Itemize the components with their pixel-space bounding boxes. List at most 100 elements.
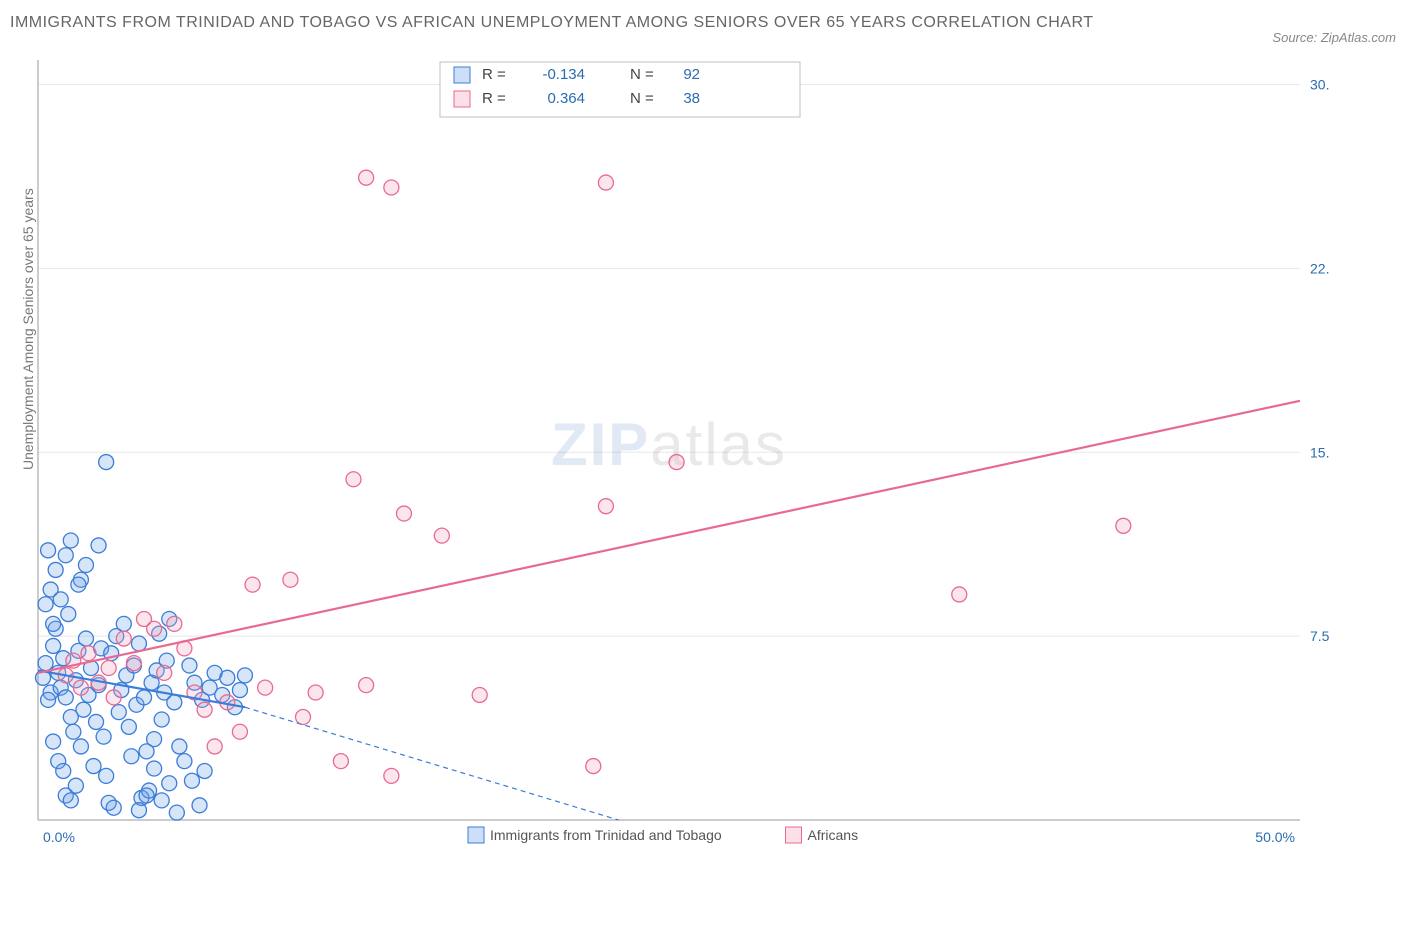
- stats-n-value: 38: [683, 90, 700, 107]
- data-point: [154, 793, 169, 808]
- data-point: [126, 656, 141, 671]
- stats-n-value: 92: [683, 66, 700, 83]
- data-point: [258, 680, 273, 695]
- data-point: [131, 803, 146, 818]
- source-attribution: Source: ZipAtlas.com: [1272, 10, 1396, 45]
- data-point: [237, 668, 252, 683]
- data-point: [56, 763, 71, 778]
- data-point: [38, 656, 53, 671]
- data-point: [396, 506, 411, 521]
- data-point: [1116, 518, 1131, 533]
- scatter-chart-svg: 7.5%15.0%22.5%30.0%ZIPatlas0.0%50.0%R =-…: [10, 50, 1330, 890]
- data-point: [106, 690, 121, 705]
- data-point: [46, 616, 61, 631]
- data-point: [184, 773, 199, 788]
- trend-line-dashed: [245, 707, 619, 820]
- data-point: [41, 543, 56, 558]
- stats-r-label: R =: [482, 90, 506, 107]
- data-point: [586, 759, 601, 774]
- data-point: [192, 798, 207, 813]
- data-point: [147, 761, 162, 776]
- data-point: [162, 776, 177, 791]
- data-point: [598, 499, 613, 514]
- data-point: [333, 754, 348, 769]
- data-point: [167, 695, 182, 710]
- data-point: [46, 734, 61, 749]
- watermark: ZIPatlas: [551, 411, 787, 478]
- data-point: [434, 528, 449, 543]
- legend-label: Immigrants from Trinidad and Tobago: [490, 827, 722, 843]
- data-point: [220, 670, 235, 685]
- data-point: [169, 805, 184, 820]
- data-point: [41, 692, 56, 707]
- data-point: [283, 572, 298, 587]
- data-point: [472, 687, 487, 702]
- data-point: [207, 739, 222, 754]
- data-point: [157, 665, 172, 680]
- y-axis-label: Unemployment Among Seniors over 65 years: [20, 188, 36, 470]
- data-point: [384, 180, 399, 195]
- stats-r-label: R =: [482, 66, 506, 83]
- data-point: [116, 631, 131, 646]
- data-point: [598, 175, 613, 190]
- data-point: [101, 661, 116, 676]
- data-point: [63, 793, 78, 808]
- data-point: [86, 759, 101, 774]
- legend-swatch: [454, 67, 470, 83]
- header: IMMIGRANTS FROM TRINIDAD AND TOBAGO VS A…: [10, 10, 1396, 45]
- source-label: Source:: [1272, 30, 1317, 45]
- data-point: [46, 638, 61, 653]
- data-point: [78, 631, 93, 646]
- data-point: [197, 702, 212, 717]
- stats-r-value: 0.364: [547, 90, 585, 107]
- data-point: [197, 763, 212, 778]
- data-point: [296, 710, 311, 725]
- data-point: [137, 690, 152, 705]
- data-point: [61, 607, 76, 622]
- data-point: [73, 680, 88, 695]
- data-point: [38, 597, 53, 612]
- data-point: [58, 548, 73, 563]
- legend-swatch: [454, 91, 470, 107]
- data-point: [99, 768, 114, 783]
- data-point: [106, 800, 121, 815]
- data-point: [232, 683, 247, 698]
- data-point: [182, 658, 197, 673]
- data-point: [952, 587, 967, 602]
- legend-label: Africans: [808, 827, 859, 843]
- source-name: ZipAtlas.com: [1321, 30, 1396, 45]
- y-tick-label: 15.0%: [1310, 444, 1330, 460]
- data-point: [63, 533, 78, 548]
- data-point: [91, 538, 106, 553]
- y-tick-label: 30.0%: [1310, 77, 1330, 93]
- data-point: [66, 724, 81, 739]
- x-tick-label: 0.0%: [43, 829, 75, 845]
- data-point: [669, 455, 684, 470]
- data-point: [99, 455, 114, 470]
- data-point: [81, 646, 96, 661]
- data-point: [89, 714, 104, 729]
- data-point: [124, 749, 139, 764]
- data-point: [359, 678, 374, 693]
- data-point: [96, 729, 111, 744]
- data-point: [177, 754, 192, 769]
- stats-n-label: N =: [630, 66, 654, 83]
- data-point: [73, 739, 88, 754]
- data-point: [76, 702, 91, 717]
- data-point: [131, 636, 146, 651]
- data-point: [121, 719, 136, 734]
- data-point: [111, 705, 126, 720]
- data-point: [147, 621, 162, 636]
- legend-swatch: [468, 827, 484, 843]
- y-tick-label: 22.5%: [1310, 260, 1330, 276]
- data-point: [167, 616, 182, 631]
- data-point: [139, 788, 154, 803]
- data-point: [53, 592, 68, 607]
- data-point: [308, 685, 323, 700]
- chart-title: IMMIGRANTS FROM TRINIDAD AND TOBAGO VS A…: [10, 10, 1094, 36]
- stats-n-label: N =: [630, 90, 654, 107]
- data-point: [48, 562, 63, 577]
- data-point: [78, 558, 93, 573]
- data-point: [147, 732, 162, 747]
- data-point: [232, 724, 247, 739]
